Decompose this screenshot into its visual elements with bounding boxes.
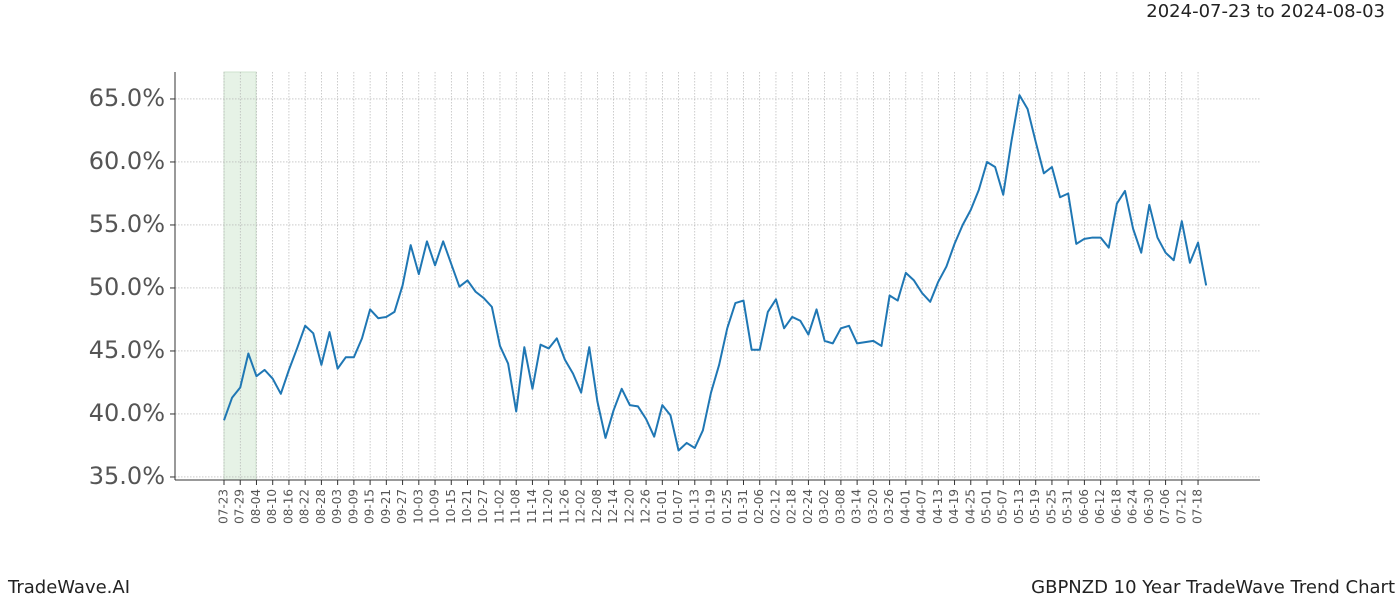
- y-tick-label: 50.0%: [89, 273, 165, 301]
- x-tick-label: 10-27: [476, 489, 490, 524]
- x-tick-label: 09-21: [379, 489, 393, 524]
- x-tick-label: 01-31: [736, 489, 750, 524]
- y-tick-label: 35.0%: [89, 462, 165, 490]
- x-tick-label: 06-24: [1126, 489, 1140, 524]
- x-tick-label: 02-12: [768, 489, 782, 524]
- x-tick-label: 12-20: [622, 489, 636, 524]
- y-tick-label: 60.0%: [89, 147, 165, 175]
- x-tick-label: 01-13: [687, 489, 701, 524]
- x-tick-label: 10-15: [444, 489, 458, 524]
- x-tick-label: 04-13: [931, 489, 945, 524]
- x-tick-label: 08-22: [298, 489, 312, 524]
- y-tick-label: 45.0%: [89, 336, 165, 364]
- x-tick-label: 05-25: [1044, 489, 1058, 524]
- x-tick-label: 11-14: [525, 489, 539, 524]
- x-tick-label: 11-20: [541, 489, 555, 524]
- x-tick-label: 08-16: [281, 489, 295, 524]
- y-tick-label: 55.0%: [89, 210, 165, 238]
- x-tick-label: 03-14: [850, 489, 864, 524]
- x-tick-label: 05-13: [1012, 489, 1026, 524]
- x-tick-label: 05-31: [1061, 489, 1075, 524]
- x-tick-label: 12-08: [590, 489, 604, 524]
- x-tick-label: 06-06: [1077, 489, 1091, 524]
- y-tick-label: 40.0%: [89, 399, 165, 427]
- x-tick-label: 04-19: [947, 489, 961, 524]
- x-tick-label: 10-21: [460, 489, 474, 524]
- x-tick-label: 08-28: [314, 489, 328, 524]
- x-tick-label: 12-02: [574, 489, 588, 524]
- x-tick-label: 03-20: [866, 489, 880, 524]
- x-tick-label: 03-26: [882, 489, 896, 524]
- y-tick-label: 65.0%: [89, 84, 165, 112]
- x-tick-label: 02-18: [785, 489, 799, 524]
- x-tick-label: 04-07: [915, 489, 929, 524]
- x-tick-label: 02-24: [801, 489, 815, 524]
- footer-left: TradeWave.AI: [7, 577, 130, 598]
- x-tick-label: 01-01: [655, 489, 669, 524]
- x-tick-label: 12-26: [639, 489, 653, 524]
- x-tick-label: 09-03: [330, 489, 344, 524]
- x-tick-label: 06-18: [1109, 489, 1123, 524]
- x-tick-label: 07-18: [1191, 489, 1205, 524]
- x-tick-label: 09-15: [363, 489, 377, 524]
- x-tick-label: 04-01: [898, 489, 912, 524]
- x-tick-label: 04-25: [963, 489, 977, 524]
- x-tick-label: 07-06: [1158, 489, 1172, 524]
- x-tick-label: 07-29: [233, 489, 247, 524]
- x-tick-label: 05-01: [979, 489, 993, 524]
- x-tick-label: 02-06: [752, 489, 766, 524]
- x-tick-label: 03-08: [833, 489, 847, 524]
- x-tick-label: 01-19: [704, 489, 718, 524]
- x-tick-label: 07-23: [217, 489, 231, 524]
- x-tick-label: 07-12: [1174, 489, 1188, 524]
- x-tick-label: 09-27: [395, 489, 409, 524]
- footer-right: GBPNZD 10 Year TradeWave Trend Chart: [1031, 577, 1395, 598]
- x-tick-label: 11-26: [557, 489, 571, 524]
- x-tick-label: 10-03: [411, 489, 425, 524]
- x-tick-label: 01-07: [671, 489, 685, 524]
- x-tick-label: 11-02: [492, 489, 506, 524]
- x-tick-label: 01-25: [720, 489, 734, 524]
- x-tick-label: 08-10: [265, 489, 279, 524]
- x-tick-label: 09-09: [346, 489, 360, 524]
- x-tick-label: 11-08: [509, 489, 523, 524]
- x-tick-label: 06-30: [1142, 489, 1156, 524]
- chart-title: 2024-07-23 to 2024-08-03: [1146, 1, 1385, 22]
- x-tick-label: 08-04: [249, 489, 263, 524]
- x-tick-label: 06-12: [1093, 489, 1107, 524]
- x-tick-label: 03-02: [817, 489, 831, 524]
- x-tick-label: 05-07: [996, 489, 1010, 524]
- x-tick-label: 05-19: [1028, 489, 1042, 524]
- line: [223, 94, 1208, 452]
- x-tick-label: 10-09: [428, 489, 442, 524]
- x-tick-label: 12-14: [606, 489, 620, 524]
